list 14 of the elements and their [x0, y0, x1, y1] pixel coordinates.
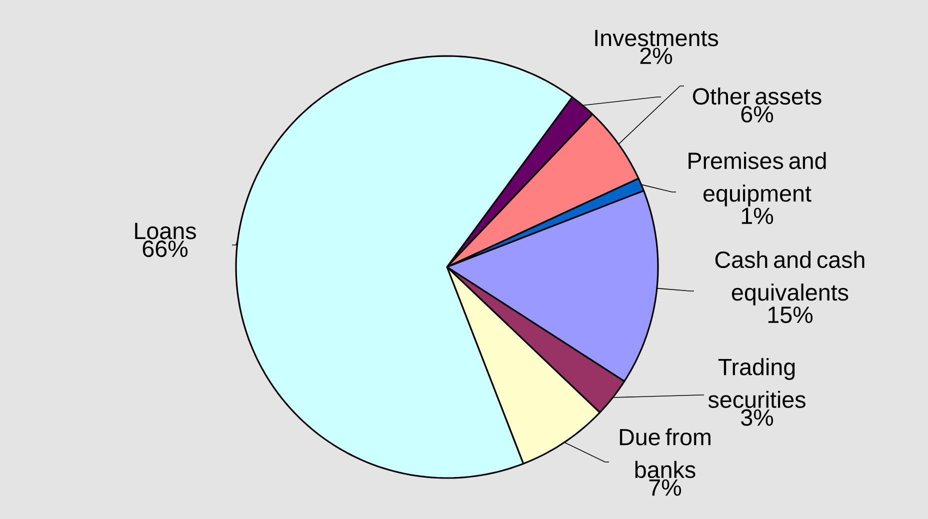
slice-label: Premises and equipment — [688, 152, 826, 206]
data-label: 1% — [742, 208, 774, 224]
slice-label: Investments — [595, 30, 718, 46]
slice-label: Cash and cash equivalents — [715, 250, 864, 306]
data-label: 3% — [741, 409, 774, 426]
data-label: 15% — [768, 306, 813, 324]
data-label: 7% — [649, 479, 682, 496]
data-label: 6% — [741, 106, 774, 122]
slice-label: Trading securities — [708, 358, 806, 408]
data-label: 66% — [142, 240, 188, 258]
legend-label: Other assets — [693, 87, 822, 105]
slice-label: Loans — [135, 222, 196, 240]
data-label: 2% — [640, 48, 672, 64]
slice-label: Due from banks — [620, 428, 710, 478]
